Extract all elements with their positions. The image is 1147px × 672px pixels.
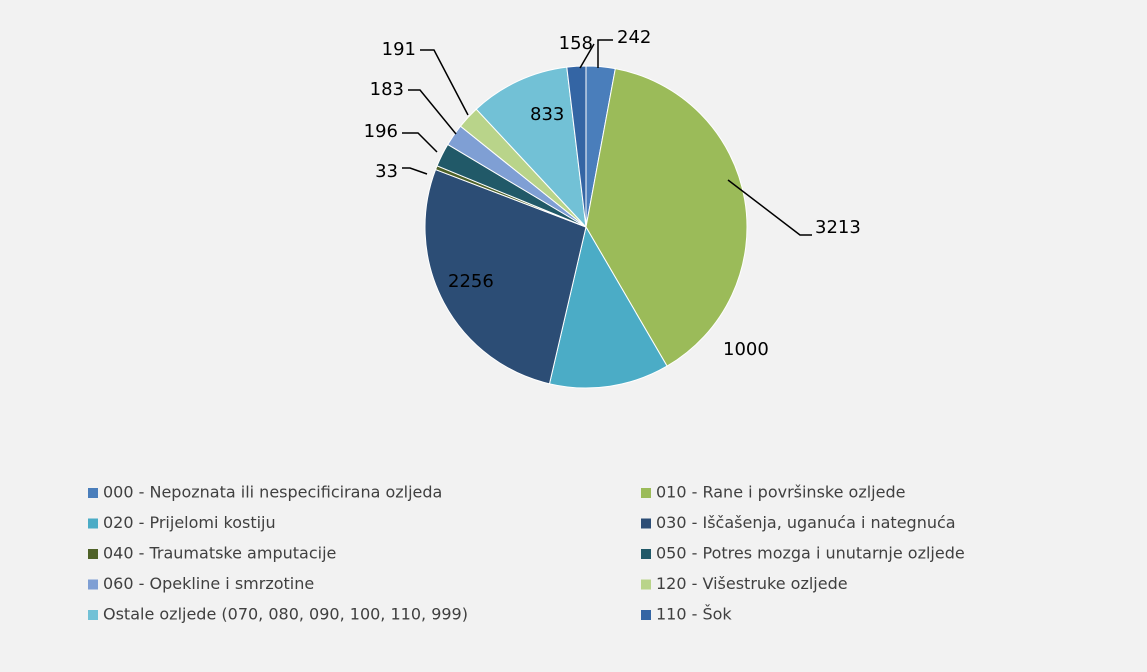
pie-slice (566, 65, 587, 228)
legend-label: 120 - Višestruke ozljede (656, 574, 848, 593)
data-label: 833 (530, 104, 564, 125)
legend-label: 040 - Traumatske amputacije (103, 544, 336, 563)
leader-line (597, 39, 613, 68)
leader-line (402, 132, 438, 153)
data-label: 158 (559, 33, 593, 54)
legend-label: 110 - Šok (656, 605, 732, 624)
legend-swatch (88, 518, 98, 529)
leader-line (420, 49, 469, 116)
legend-swatch (641, 610, 651, 620)
legend-label: Ostale ozljede (070, 080, 090, 100, 110,… (103, 605, 468, 624)
pie-slice (424, 168, 587, 385)
data-label: 1000 (723, 339, 769, 360)
pie-slice (548, 225, 668, 389)
legend-label: 000 - Nepoznata ili nespecificirana ozlj… (103, 483, 442, 502)
legend-swatch (88, 549, 98, 559)
leader-line (727, 179, 812, 236)
pie-slice (585, 68, 748, 367)
leader-line (408, 89, 457, 135)
legend-label: 060 - Opekline i smrzotine (103, 574, 314, 593)
legend-label: 020 - Prijelomi kostiju (103, 513, 276, 532)
legend-label: 050 - Potres mozga i unutarnje ozljede (656, 544, 965, 563)
legend-swatch (88, 488, 98, 498)
legend-swatch (88, 610, 98, 620)
data-label: 196 (364, 121, 398, 142)
pie-slice (475, 66, 587, 229)
data-label: 2256 (448, 271, 494, 292)
legend-swatch (641, 488, 651, 498)
data-label: 183 (370, 79, 404, 100)
legend-label: 010 - Rane i površinske ozljede (656, 483, 905, 502)
data-label: 33 (375, 161, 398, 182)
leader-line (402, 167, 428, 175)
legend-swatch (641, 579, 651, 590)
legend-swatch (88, 579, 98, 590)
legend-swatch (641, 549, 651, 559)
legend-swatch (641, 518, 651, 529)
legend-label: 030 - Iščašenja, uganuća i nategnuća (656, 513, 956, 532)
data-label: 191 (382, 39, 416, 60)
data-label: 242 (617, 27, 651, 48)
leader-line (579, 43, 595, 69)
data-label: 3213 (815, 217, 861, 238)
